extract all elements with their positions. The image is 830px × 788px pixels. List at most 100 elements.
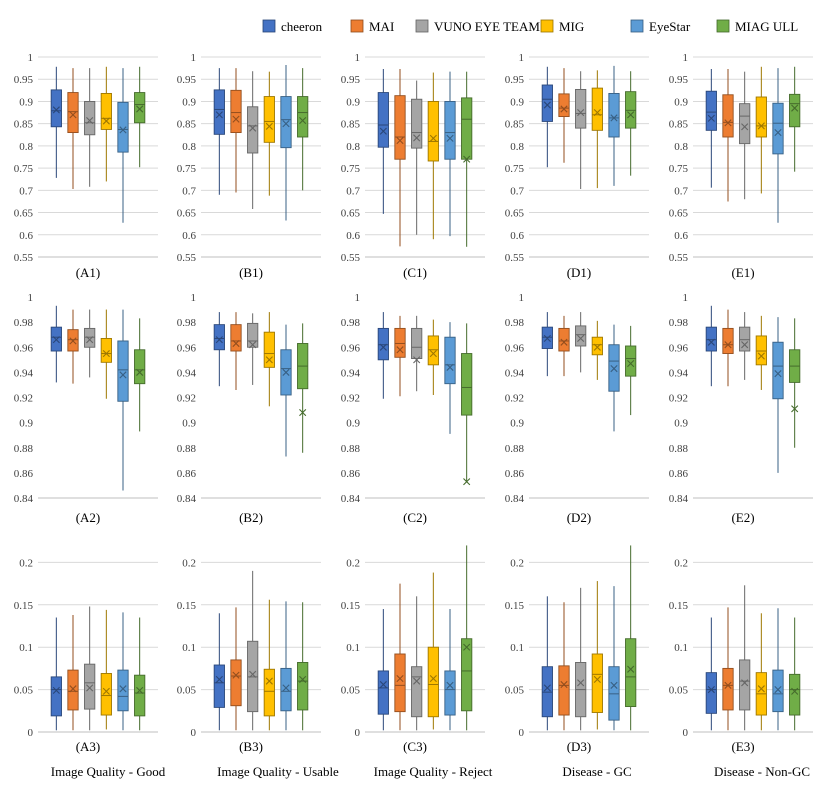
mean-marker: [429, 674, 437, 683]
tick-label: 0.86: [341, 468, 361, 480]
tick-label: 1: [355, 52, 361, 64]
box-series: [394, 315, 406, 397]
mean-marker: [610, 681, 618, 689]
box-iqr: [100, 673, 112, 716]
box-series: [411, 315, 423, 392]
tick-label: 1: [28, 292, 34, 304]
chart-panel: 0.84 0.86 0.88 0.9 0.92 0.94 0.96 0.98 1 (C2): [341, 292, 485, 525]
legend-swatch: [716, 19, 730, 33]
tick-label: 0.95: [14, 74, 34, 86]
box-series: [444, 322, 456, 434]
tick-label: 0.8: [674, 141, 688, 153]
box-series: [247, 313, 259, 385]
box-iqr: [755, 96, 767, 138]
box-iqr: [230, 324, 242, 352]
tick-label: 0.85: [177, 119, 197, 131]
mean-marker: [52, 106, 60, 114]
mean-marker: [627, 359, 635, 368]
tick-label: 0.9: [182, 418, 196, 430]
mean-marker: [593, 343, 601, 351]
mean-marker: [560, 338, 568, 346]
box-iqr: [722, 94, 734, 138]
mean-marker: [379, 680, 387, 689]
tick-label: 0.98: [341, 317, 361, 329]
mean-marker: [119, 371, 127, 379]
tick-label: 1: [191, 52, 197, 64]
legend-label: EyeStar: [649, 19, 691, 34]
box-series: [67, 68, 79, 189]
tick-label: 0.9: [19, 418, 33, 430]
mean-marker: [429, 349, 437, 358]
tick-label: 0.84: [341, 493, 361, 505]
mean-marker: [741, 341, 749, 349]
panel-label: (E2): [731, 510, 754, 525]
tick-label: 0.9: [674, 96, 688, 108]
tick-label: 0.55: [341, 252, 361, 264]
box-series: [789, 617, 801, 731]
mean-marker: [379, 343, 387, 351]
box-iqr: [280, 96, 292, 149]
box-iqr: [377, 670, 389, 715]
mean-marker: [577, 679, 585, 687]
mean-marker: [757, 352, 765, 360]
mean-marker: [299, 116, 307, 125]
box-iqr: [608, 92, 620, 138]
tick-label: 1: [519, 292, 525, 304]
box-series: [427, 72, 439, 240]
mean-marker: [396, 674, 404, 683]
box-iqr: [625, 638, 637, 708]
tick-label: 0.55: [669, 252, 689, 264]
tick-label: 0.96: [505, 342, 525, 354]
tick-label: 0.88: [177, 443, 197, 455]
box-series: [625, 545, 637, 731]
panel-label: (B2): [239, 510, 263, 525]
box-series: [213, 68, 225, 195]
chart-panel: 0.84 0.86 0.88 0.9 0.92 0.94 0.96 0.98 1 (A2): [14, 292, 158, 525]
box-iqr: [739, 103, 751, 145]
mean-marker: [396, 136, 404, 145]
box-series: [117, 309, 129, 491]
mean-marker: [741, 123, 749, 131]
box-iqr: [558, 665, 570, 716]
tick-label: 0.1: [674, 642, 688, 654]
tick-label: 0.7: [346, 185, 360, 197]
box-series: [117, 612, 129, 731]
box-iqr: [705, 672, 717, 714]
legend-swatch: [630, 19, 644, 33]
mean-marker: [463, 643, 471, 651]
mean-marker: [724, 681, 732, 689]
legend-item: MIAG ULL: [716, 19, 798, 34]
box-iqr: [789, 673, 801, 716]
box-series: [541, 312, 553, 377]
chart-panel: 0.55 0.6 0.65 0.7 0.75 0.8 0.85 0.9 0.95 1 (B1): [177, 52, 321, 280]
box-series: [84, 606, 96, 731]
box-iqr: [411, 327, 423, 360]
box-series: [67, 614, 79, 731]
tick-label: 0.75: [505, 163, 525, 175]
tick-label: 0.9: [346, 418, 360, 430]
mean-marker: [249, 341, 257, 349]
mean-marker: [610, 114, 618, 122]
mean-marker: [136, 368, 144, 376]
box-series: [100, 609, 112, 730]
mean-marker: [52, 686, 60, 695]
tick-label: 0: [355, 727, 361, 739]
mean-marker: [265, 122, 273, 130]
mean-marker: [413, 356, 421, 364]
tick-label: 0.86: [669, 468, 689, 480]
legend-swatch: [540, 19, 554, 33]
tick-label: 0.6: [510, 230, 524, 242]
mean-marker: [577, 334, 585, 343]
box-iqr: [461, 638, 473, 712]
tick-label: 1: [355, 292, 361, 304]
box-series: [541, 596, 553, 731]
chart-panel: 0 0.05 0.1 0.15 0.2 (A3): [14, 557, 158, 754]
tick-label: 0.94: [14, 367, 34, 379]
box-series: [558, 315, 570, 377]
box-series: [280, 324, 292, 457]
box-iqr: [411, 98, 423, 149]
tick-label: 0.2: [674, 557, 688, 569]
box-iqr: [263, 331, 275, 368]
box-series: [722, 607, 734, 731]
box-series: [230, 68, 242, 193]
